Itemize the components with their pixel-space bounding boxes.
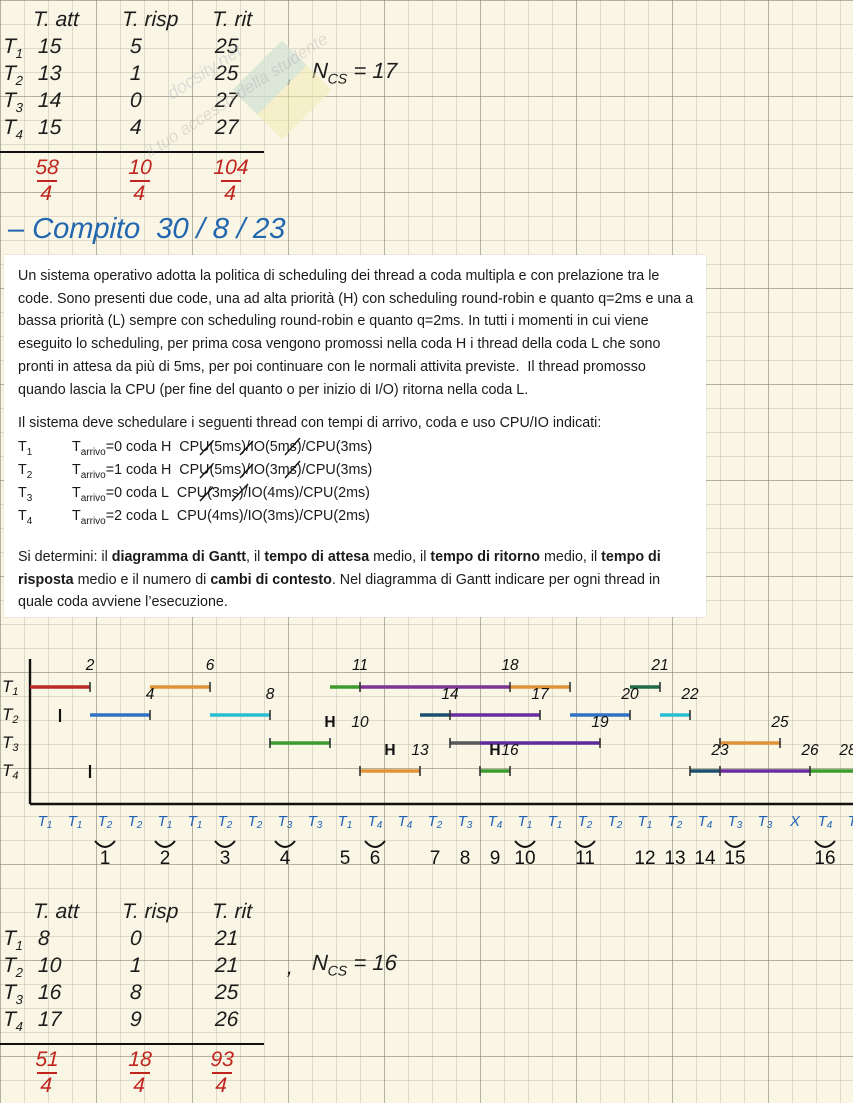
svg-text:9: 9 xyxy=(490,848,501,869)
svg-text:8: 8 xyxy=(460,848,471,869)
svg-text:T4: T4 xyxy=(848,813,853,831)
svg-text:17: 17 xyxy=(531,686,550,703)
svg-text:T3: T3 xyxy=(458,813,473,831)
svg-text:6: 6 xyxy=(370,848,381,869)
svg-text:T1: T1 xyxy=(518,813,533,831)
svg-text:T1: T1 xyxy=(158,813,173,831)
svg-text:T2: T2 xyxy=(98,813,113,831)
svg-text:T3: T3 xyxy=(308,813,323,831)
svg-text:T4: T4 xyxy=(2,761,19,782)
svg-text:H: H xyxy=(489,742,500,759)
svg-text:6: 6 xyxy=(206,657,215,674)
svg-text:T1: T1 xyxy=(38,813,53,831)
svg-text:T2: T2 xyxy=(578,813,593,831)
svg-text:T3: T3 xyxy=(2,733,19,754)
svg-text:28: 28 xyxy=(838,742,853,759)
svg-text:T2: T2 xyxy=(428,813,443,831)
svg-text:T1: T1 xyxy=(68,813,83,831)
svg-text:2: 2 xyxy=(160,848,171,869)
svg-text:T1: T1 xyxy=(188,813,203,831)
svg-text:14: 14 xyxy=(694,848,716,869)
svg-text:T3: T3 xyxy=(728,813,743,831)
svg-text:22: 22 xyxy=(680,686,699,703)
svg-text:19: 19 xyxy=(591,714,609,731)
svg-text:5: 5 xyxy=(340,848,351,869)
svg-text:H: H xyxy=(384,742,395,759)
svg-text:26: 26 xyxy=(800,742,819,759)
svg-text:2: 2 xyxy=(85,657,95,674)
svg-text:T1: T1 xyxy=(548,813,563,831)
svg-text:X: X xyxy=(789,813,801,830)
svg-text:T2: T2 xyxy=(608,813,623,831)
svg-text:10: 10 xyxy=(351,714,369,731)
svg-text:13: 13 xyxy=(664,848,685,869)
svg-text:12: 12 xyxy=(634,848,655,869)
svg-text:3: 3 xyxy=(220,848,231,869)
svg-text:T4: T4 xyxy=(698,813,713,831)
svg-text:16: 16 xyxy=(814,848,835,869)
svg-text:T2: T2 xyxy=(248,813,263,831)
svg-text:21: 21 xyxy=(650,657,668,674)
svg-text:13: 13 xyxy=(411,742,429,759)
svg-text:20: 20 xyxy=(620,686,639,703)
svg-text:T2: T2 xyxy=(2,705,19,726)
svg-text:11: 11 xyxy=(352,657,368,674)
svg-text:T2: T2 xyxy=(668,813,683,831)
svg-text:8: 8 xyxy=(266,686,275,703)
svg-text:4: 4 xyxy=(280,848,291,869)
svg-text:11: 11 xyxy=(575,848,595,869)
svg-text:T1: T1 xyxy=(2,677,19,698)
svg-text:T4: T4 xyxy=(818,813,833,831)
svg-text:18: 18 xyxy=(501,657,519,674)
svg-text:T3: T3 xyxy=(758,813,773,831)
svg-text:H: H xyxy=(324,714,335,731)
svg-text:1: 1 xyxy=(100,848,111,869)
svg-text:25: 25 xyxy=(770,714,789,731)
svg-text:14: 14 xyxy=(441,686,459,703)
svg-text:T4: T4 xyxy=(398,813,413,831)
svg-text:T2: T2 xyxy=(128,813,143,831)
svg-text:16: 16 xyxy=(501,742,519,759)
svg-text:4: 4 xyxy=(146,686,155,703)
svg-text:15: 15 xyxy=(724,848,745,869)
svg-text:7: 7 xyxy=(430,848,441,869)
svg-text:T3: T3 xyxy=(278,813,293,831)
svg-text:T2: T2 xyxy=(218,813,233,831)
svg-text:T4: T4 xyxy=(488,813,503,831)
svg-text:T1: T1 xyxy=(638,813,653,831)
svg-text:23: 23 xyxy=(710,742,729,759)
svg-text:T1: T1 xyxy=(338,813,353,831)
svg-text:10: 10 xyxy=(514,848,535,869)
svg-text:T4: T4 xyxy=(368,813,383,831)
